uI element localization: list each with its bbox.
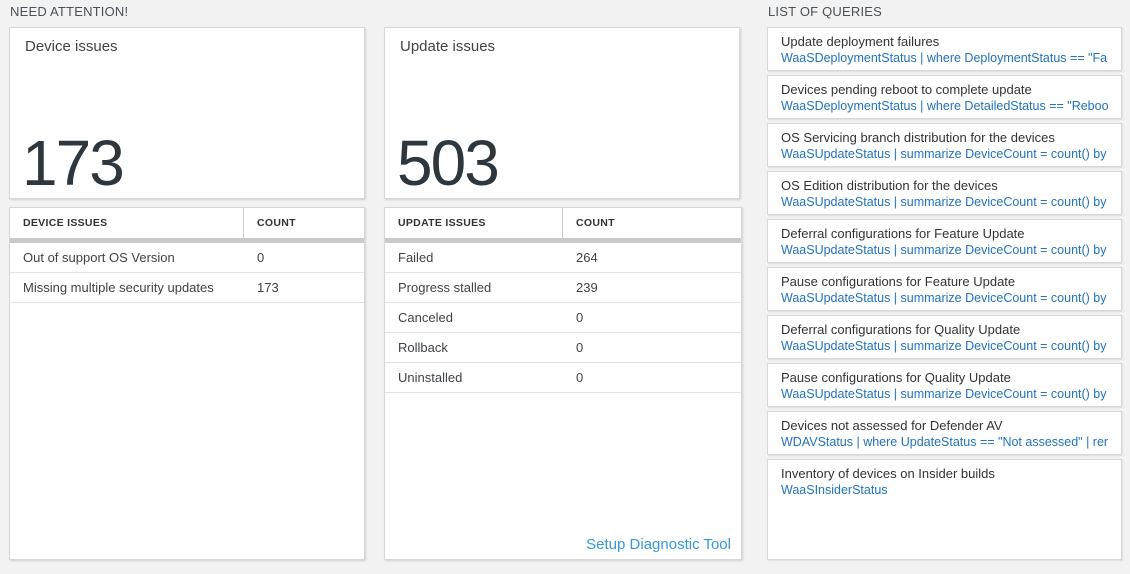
issue-count: 0 — [576, 370, 584, 385]
query-code: WaaSUpdateStatus | summarize DeviceCount… — [781, 387, 1108, 401]
query-item[interactable]: Inventory of devices on Insider builds W… — [767, 459, 1122, 560]
device-issues-tile[interactable]: Device issues 173 — [9, 27, 365, 199]
issue-name: Progress stalled — [398, 280, 492, 295]
query-code: WaaSUpdateStatus | summarize DeviceCount… — [781, 291, 1108, 305]
need-attention-heading: NEED ATTENTION! — [10, 4, 129, 19]
query-code: WaaSInsiderStatus — [781, 483, 888, 497]
query-item[interactable]: Update deployment failures WaaSDeploymen… — [767, 27, 1122, 71]
query-title: Pause configurations for Quality Update — [781, 370, 1011, 385]
header-divider-bar — [10, 238, 364, 243]
query-item[interactable]: Devices pending reboot to complete updat… — [767, 75, 1122, 119]
update-issues-tile[interactable]: Update issues 503 — [384, 27, 740, 199]
header-divider-bar — [385, 238, 741, 243]
query-item[interactable]: Pause configurations for Quality Update … — [767, 363, 1122, 407]
table-row[interactable]: Uninstalled 0 — [385, 363, 741, 393]
update-issues-table: UPDATE ISSUES COUNT Failed 264 Progress … — [384, 207, 742, 560]
query-code: WaaSDeploymentStatus | where DetailedSta… — [781, 99, 1108, 113]
update-issues-count: 503 — [397, 127, 500, 199]
query-title: Devices not assessed for Defender AV — [781, 418, 1003, 433]
query-title: Update deployment failures — [781, 34, 940, 49]
device-table-header: DEVICE ISSUES COUNT — [10, 208, 364, 238]
column-header-count: COUNT — [257, 217, 296, 229]
query-code: WaaSDeploymentStatus | where DeploymentS… — [781, 51, 1108, 65]
table-row[interactable]: Canceled 0 — [385, 303, 741, 333]
query-title: Devices pending reboot to complete updat… — [781, 82, 1032, 97]
column-header-count: COUNT — [576, 217, 615, 229]
issue-name: Uninstalled — [398, 370, 463, 385]
issue-count: 0 — [257, 250, 265, 265]
query-title: Inventory of devices on Insider builds — [781, 466, 995, 481]
issue-name: Rollback — [398, 340, 448, 355]
update-issues-title: Update issues — [400, 38, 496, 55]
table-row[interactable]: Rollback 0 — [385, 333, 741, 363]
query-item[interactable]: OS Edition distribution for the devices … — [767, 171, 1122, 215]
setup-diagnostic-tool-link[interactable]: Setup Diagnostic Tool — [586, 536, 731, 553]
issue-name: Canceled — [398, 310, 453, 325]
query-item[interactable]: Deferral configurations for Feature Upda… — [767, 219, 1122, 263]
query-item[interactable]: Deferral configurations for Quality Upda… — [767, 315, 1122, 359]
table-row[interactable]: Missing multiple security updates 173 — [10, 273, 364, 303]
query-code: WaaSUpdateStatus | summarize DeviceCount… — [781, 243, 1108, 257]
table-row[interactable]: Out of support OS Version 0 — [10, 243, 364, 273]
issue-name: Out of support OS Version — [23, 250, 175, 265]
device-issues-title: Device issues — [25, 38, 118, 55]
query-code: WaaSUpdateStatus | summarize DeviceCount… — [781, 195, 1108, 209]
issue-count: 239 — [576, 280, 598, 295]
issue-count: 0 — [576, 310, 584, 325]
issue-count: 0 — [576, 340, 584, 355]
table-row[interactable]: Progress stalled 239 — [385, 273, 741, 303]
query-item[interactable]: Devices not assessed for Defender AV WDA… — [767, 411, 1122, 455]
list-of-queries-heading: LIST OF QUERIES — [768, 4, 883, 19]
issue-count: 173 — [257, 280, 279, 295]
query-code: WaaSUpdateStatus | summarize DeviceCount… — [781, 147, 1108, 161]
column-header-update-issues: UPDATE ISSUES — [385, 208, 563, 238]
query-title: Deferral configurations for Quality Upda… — [781, 322, 1021, 337]
issue-name: Failed — [398, 250, 434, 265]
query-title: Pause configurations for Feature Update — [781, 274, 1016, 289]
query-title: Deferral configurations for Feature Upda… — [781, 226, 1025, 241]
table-row[interactable]: Failed 264 — [385, 243, 741, 273]
queries-list: Update deployment failures WaaSDeploymen… — [767, 27, 1122, 560]
query-code: WDAVStatus | where UpdateStatus == "Not … — [781, 435, 1108, 449]
query-item[interactable]: OS Servicing branch distribution for the… — [767, 123, 1122, 167]
query-title: OS Servicing branch distribution for the… — [781, 130, 1055, 145]
device-issues-table: DEVICE ISSUES COUNT Out of support OS Ve… — [9, 207, 365, 560]
query-code: WaaSUpdateStatus | summarize DeviceCount… — [781, 339, 1108, 353]
query-title: OS Edition distribution for the devices — [781, 178, 998, 193]
query-item[interactable]: Pause configurations for Feature Update … — [767, 267, 1122, 311]
issue-name: Missing multiple security updates — [23, 280, 214, 295]
device-issues-count: 173 — [22, 127, 125, 199]
issue-count: 264 — [576, 250, 598, 265]
column-header-device-issues: DEVICE ISSUES — [10, 208, 244, 238]
update-table-header: UPDATE ISSUES COUNT — [385, 208, 741, 238]
